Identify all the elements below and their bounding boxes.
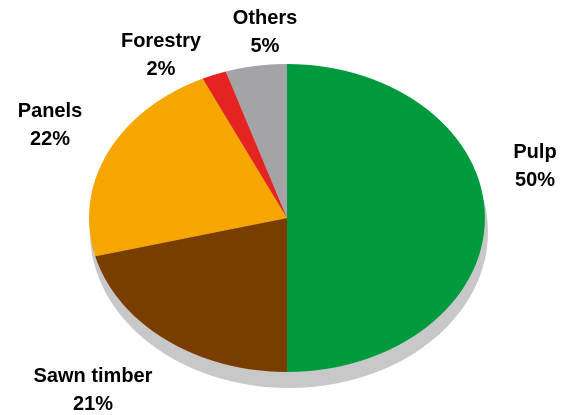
pie-slice-forestry	[202, 71, 287, 218]
slice-label-forestry-name: Forestry	[121, 30, 202, 52]
slice-label-others-value: 5%	[251, 35, 280, 57]
slice-label-others-name: Others	[233, 7, 297, 29]
slice-label-pulp-name: Pulp	[513, 141, 556, 163]
pie-slice-others	[225, 64, 287, 218]
slice-label-forestry-value: 2%	[147, 58, 176, 80]
slice-label-sawn-timber-value: 21%	[73, 393, 113, 415]
slice-label-sawn-timber: Sawn timber 21%	[34, 365, 153, 415]
pie-slices	[89, 64, 485, 372]
slice-label-pulp: Pulp 50%	[513, 141, 556, 191]
slice-label-pulp-value: 50%	[515, 169, 555, 191]
pie-slice-pulp	[287, 64, 485, 372]
slice-label-forestry: Forestry 2%	[121, 30, 202, 80]
slice-label-panels-value: 22%	[30, 128, 70, 150]
slice-label-panels-name: Panels	[18, 100, 82, 122]
pie-slice-sawn-timber	[95, 218, 287, 372]
slice-label-sawn-timber-name: Sawn timber	[34, 365, 153, 387]
pie-slice-panels	[89, 78, 288, 257]
slice-label-panels: Panels 22%	[18, 100, 82, 150]
slice-label-others: Others 5%	[233, 7, 297, 57]
